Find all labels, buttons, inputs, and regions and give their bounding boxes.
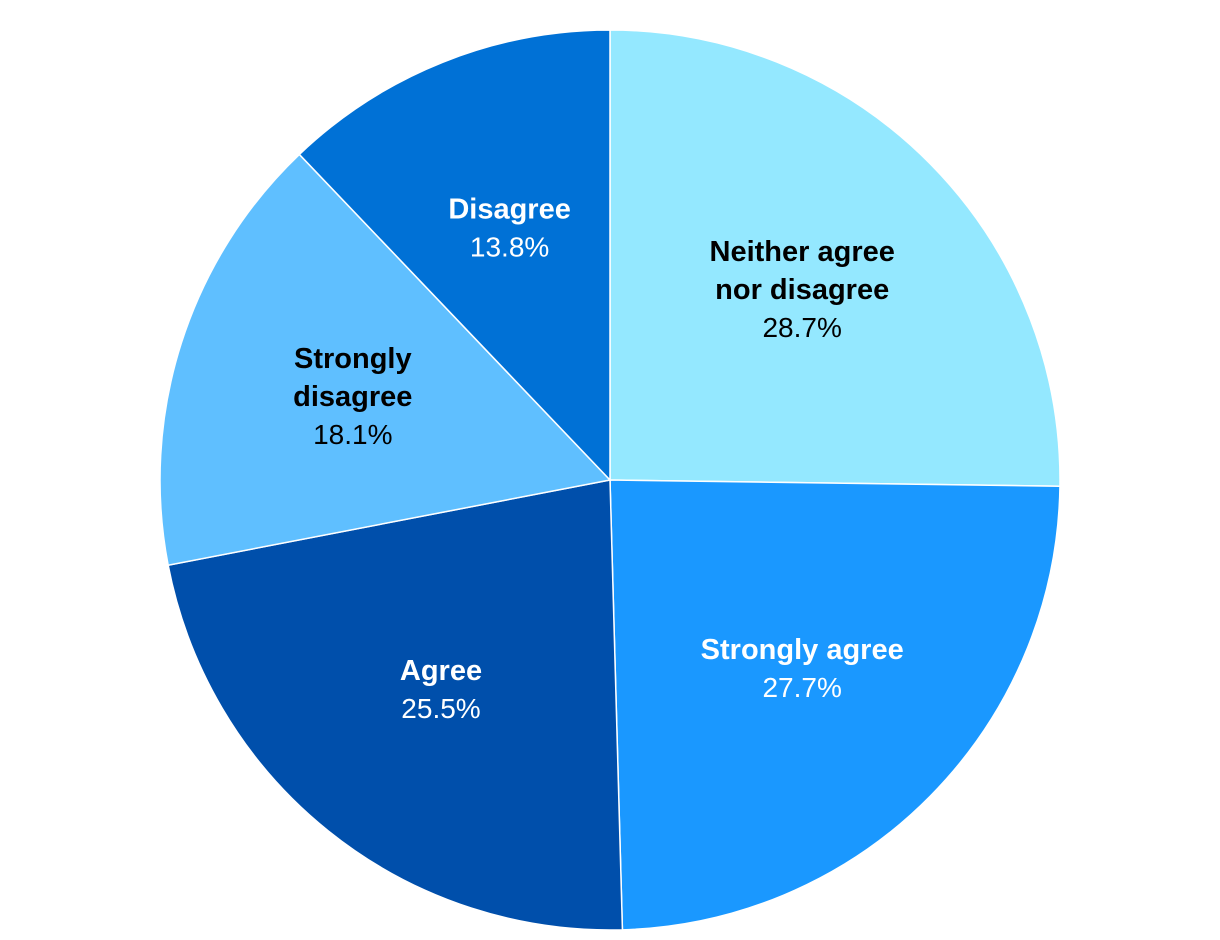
slice-name-disagree-line-0: Disagree: [448, 194, 571, 226]
slice-name-strongly-disagree-line-1: disagree: [293, 381, 412, 413]
labels-layer: Neither agree nor disagree 28.7% Strongly a…: [293, 194, 904, 724]
slice-label-agree: Agree 25.5%: [400, 655, 482, 724]
slice-value-strongly-disagree: 18.1%: [313, 419, 392, 450]
slice-value-disagree: 13.8%: [470, 232, 549, 263]
slice-label-neither: Neither agree nor disagree 28.7%: [710, 236, 895, 343]
slice-value-strongly-agree: 27.7%: [762, 672, 841, 703]
slice-name-agree-line-0: Agree: [400, 655, 482, 687]
pie-slice-strongly-disagree: [159, 153, 612, 567]
slice-value-agree: 25.5%: [401, 693, 480, 724]
slice-label-strongly-disagree: Strongly disagree 18.1%: [293, 343, 412, 450]
slice-name-neither-line-0: Neither agree: [710, 236, 895, 268]
slice-value-neither: 28.7%: [762, 312, 841, 343]
slices-layer: [159, 29, 1061, 931]
slice-label-disagree: Disagree 13.8%: [448, 194, 571, 263]
pie-slice-neither: [609, 29, 1061, 487]
pie-slice-disagree: [298, 29, 611, 482]
slice-label-strongly-agree: Strongly agree 27.7%: [701, 634, 904, 703]
pie-slice-strongly-agree: [609, 479, 1061, 931]
pie-slice-agree: [167, 479, 624, 931]
slice-name-neither-line-1: nor disagree: [715, 274, 889, 306]
slice-name-strongly-agree-line-0: Strongly agree: [701, 634, 904, 666]
slice-name-strongly-disagree-line-0: Strongly: [294, 343, 412, 375]
